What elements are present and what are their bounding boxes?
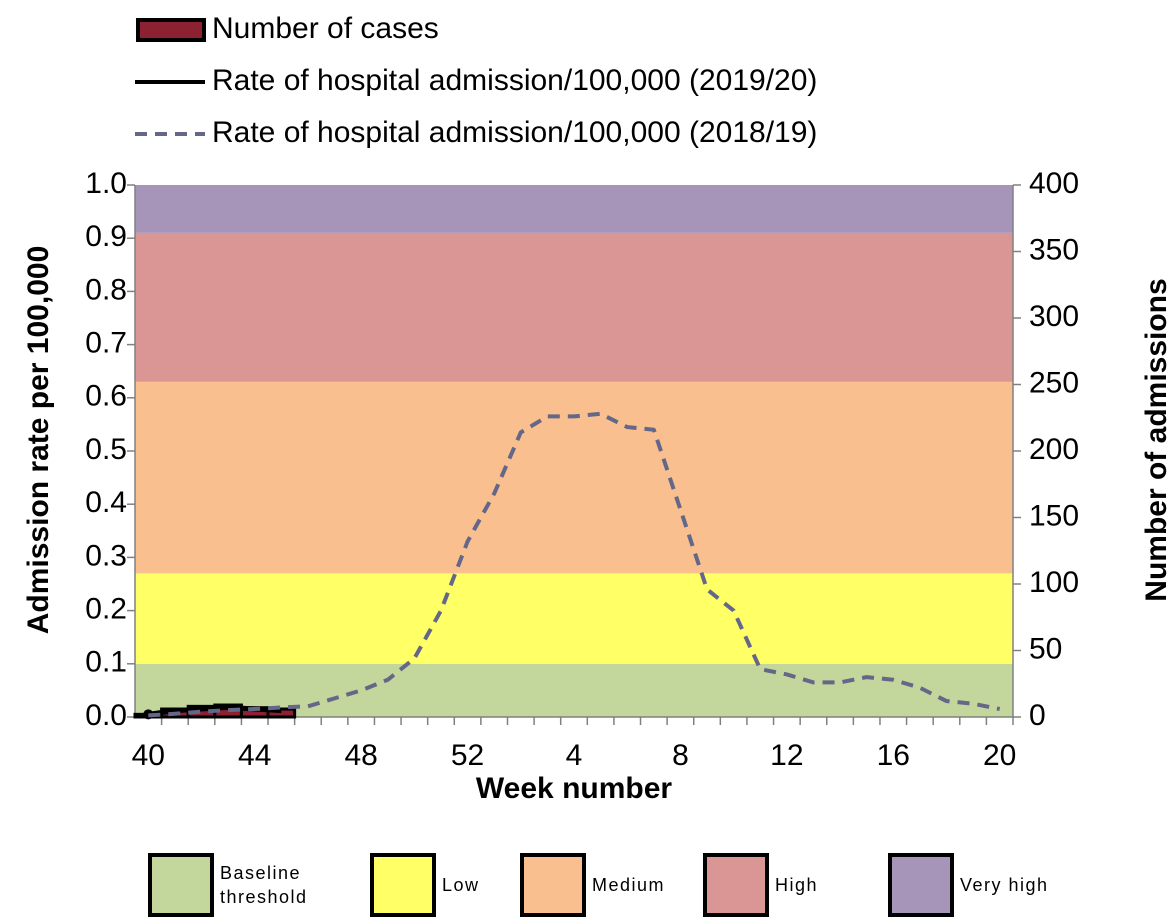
legend-label: Rate of hospital admission/100,000 (2019… — [212, 64, 817, 97]
line — [148, 411, 1001, 718]
y2-tick-label: 250 — [1029, 366, 1079, 399]
band-legend-label: Low — [442, 875, 480, 895]
x-axis-title: Week number — [476, 772, 672, 805]
x-tick-label: 4 — [566, 739, 583, 772]
x-tick-label: 48 — [344, 739, 377, 772]
y2-tick-label: 150 — [1029, 499, 1079, 532]
y2-tick-label: 0 — [1029, 699, 1046, 732]
threshold-band — [135, 232, 1013, 382]
threshold-band — [135, 573, 1013, 664]
y-tick-label: 0.7 — [85, 327, 127, 360]
x-tick-label: 16 — [877, 739, 910, 772]
legend-swatch — [136, 18, 206, 42]
threshold-band — [135, 185, 1013, 233]
legend-label: Number of cases — [212, 12, 439, 45]
y2-tick-label: 400 — [1029, 167, 1079, 200]
y2-tick-label: 100 — [1029, 566, 1079, 599]
x-tick-label: 20 — [983, 739, 1016, 772]
y-tick-label: 0.8 — [85, 273, 127, 306]
x-tick-label: 40 — [132, 739, 165, 772]
y-tick-label: 0.4 — [85, 486, 127, 519]
band-legend-label: High — [775, 875, 819, 895]
y-tick-label: 0.5 — [85, 433, 127, 466]
band-legend-swatch — [148, 853, 214, 917]
threshold-band — [135, 381, 1013, 574]
y-tick-label: 0.1 — [85, 646, 127, 679]
y2-tick-label: 200 — [1029, 433, 1079, 466]
y-tick-label: 0.2 — [85, 593, 127, 626]
y-tick-label: 0.0 — [85, 699, 127, 732]
band-legend-swatch — [370, 853, 436, 917]
band-legend-label: Medium — [592, 875, 666, 895]
y2-axis-title: Number of admissions — [1140, 278, 1173, 601]
y2-tick-label: 50 — [1029, 632, 1062, 665]
y2-tick-label: 300 — [1029, 300, 1079, 333]
legend-label: Rate of hospital admission/100,000 (2018… — [212, 116, 817, 149]
y2-tick-label: 350 — [1029, 233, 1079, 266]
band-legend-label: Baseline threshold — [220, 863, 308, 907]
band-legend-swatch — [888, 853, 954, 917]
y-tick-label: 1.0 — [85, 167, 127, 200]
x-tick-label: 8 — [672, 739, 689, 772]
y-tick-label: 0.6 — [85, 380, 127, 413]
y-axis-title: Admission rate per 100,000 — [22, 246, 55, 635]
band-legend-swatch — [703, 853, 769, 917]
band-legend-label: Very high — [960, 875, 1049, 895]
x-tick-label: 44 — [238, 739, 271, 772]
x-tick-label: 52 — [451, 739, 484, 772]
x-tick-label: 12 — [770, 739, 803, 772]
y-tick-label: 0.9 — [85, 220, 127, 253]
band-legend-swatch — [520, 853, 586, 917]
y-tick-label: 0.3 — [85, 539, 127, 572]
